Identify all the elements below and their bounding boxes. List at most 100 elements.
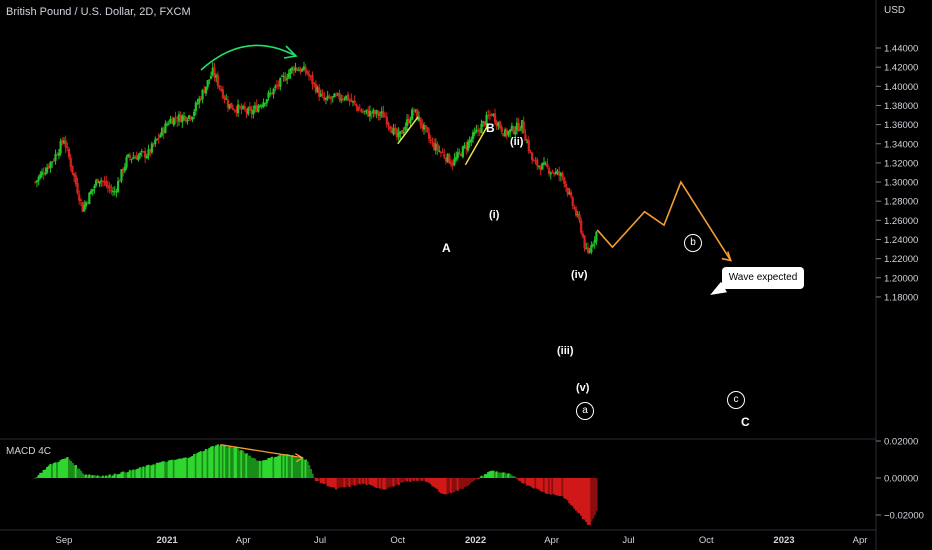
candle-body (356, 106, 360, 111)
candle-body (531, 152, 534, 161)
candle-body (547, 168, 551, 174)
candle-body (554, 171, 557, 174)
macd-bar (377, 478, 380, 488)
price-tick-label: 1.34000 (884, 139, 918, 150)
candle-body (272, 88, 275, 95)
macd-bar (517, 478, 520, 481)
candle-body (223, 96, 226, 100)
macd-bar (179, 458, 182, 478)
candle-body (527, 140, 530, 152)
macd-bar (419, 478, 422, 481)
candle-body (417, 116, 421, 121)
macd-bar (581, 478, 585, 520)
candle-body (416, 109, 419, 120)
candle-body (235, 109, 238, 113)
macd-bar (34, 477, 37, 479)
macd-bar (186, 458, 189, 478)
macd-bar (485, 473, 488, 478)
wave-expected-callout: Wave expected (722, 267, 804, 289)
candle-body (443, 153, 446, 158)
price-tick-label: 1.36000 (884, 120, 918, 131)
macd-bar (387, 478, 390, 488)
candle-body (84, 202, 88, 207)
candle-body (186, 120, 189, 122)
macd-bar (199, 451, 203, 478)
macd-bar (329, 478, 333, 487)
candle-body (319, 93, 323, 97)
macd-bar (468, 478, 471, 485)
candle-body (360, 109, 363, 113)
macd-bar (341, 478, 345, 488)
macd-bar (333, 478, 336, 488)
macd-bar (93, 475, 96, 478)
candle-body (507, 131, 510, 136)
macd-bar (539, 478, 542, 492)
candle-body (380, 111, 383, 114)
candle-body (331, 96, 334, 98)
candle-body (62, 141, 66, 144)
macd-bar (427, 478, 431, 483)
macd-bar (264, 460, 267, 478)
macd-tick-label: 0.02000 (884, 437, 918, 448)
candle-body (111, 191, 115, 193)
macd-bar (125, 472, 128, 478)
candle-body (517, 122, 520, 132)
macd-bar (478, 477, 481, 479)
macd-bar (78, 468, 81, 478)
macd-bar (537, 478, 541, 490)
macd-bar (313, 477, 316, 479)
candle-body (211, 67, 214, 76)
time-tick-label: Sep (56, 535, 73, 546)
macd-bar (554, 478, 558, 496)
candle-body (193, 111, 196, 117)
macd-bar (187, 457, 191, 478)
time-tick-label: Jul (622, 535, 634, 546)
candle-body (466, 141, 470, 151)
candle-body (231, 108, 235, 110)
macd-bar (215, 445, 218, 478)
macd-bar (378, 478, 382, 489)
candle-body (355, 103, 358, 107)
macd-bar (510, 475, 514, 478)
macd-bar (551, 478, 554, 495)
macd-bar (411, 478, 414, 481)
candle-body (493, 113, 497, 123)
macd-bar (133, 469, 137, 478)
candle-body (35, 180, 39, 183)
macd-bar (439, 478, 443, 494)
candle-body (411, 109, 414, 120)
candle-body (213, 67, 216, 78)
macd-bar (461, 478, 465, 489)
macd-bar (245, 453, 248, 478)
candle-body (335, 95, 338, 97)
candle-body (323, 96, 326, 100)
macd-bar (177, 458, 181, 478)
candle-body (390, 130, 393, 134)
macd-bar (546, 478, 549, 495)
macd-bar (504, 472, 507, 478)
time-tick-label: Apr (544, 535, 559, 546)
macd-bar (66, 457, 69, 478)
macd-bar (590, 478, 593, 522)
candle-body (483, 121, 486, 126)
candle-body (448, 154, 451, 164)
candle-body (392, 127, 395, 135)
macd-bar (514, 477, 517, 478)
macd-bar (42, 469, 45, 478)
macd-bar (384, 478, 387, 490)
candle-body (258, 105, 262, 107)
macd-bar (542, 478, 546, 492)
macd-bar (103, 476, 106, 478)
macd-bar (64, 458, 67, 478)
macd-bar (238, 450, 241, 478)
macd-bar (37, 474, 40, 478)
candle-body (169, 118, 172, 124)
candle-body (218, 85, 221, 88)
macd-bar (258, 460, 262, 478)
wave-label-iv: (iv) (571, 269, 588, 281)
candle-body (179, 114, 182, 123)
time-tick-label: 2023 (773, 535, 794, 546)
macd-bar (326, 478, 329, 487)
candle-body (546, 163, 549, 168)
